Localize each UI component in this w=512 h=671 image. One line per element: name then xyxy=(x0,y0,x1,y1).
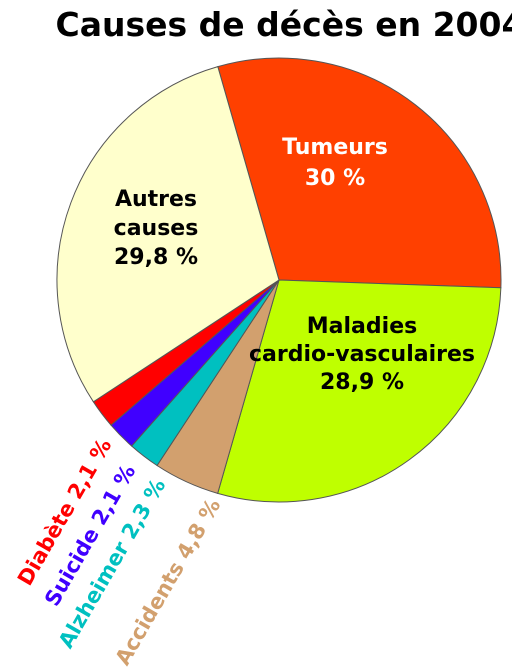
chart-title: Causes de décès en 2004 xyxy=(56,5,512,44)
pie-slice-tumeurs xyxy=(217,57,502,289)
pie-slice-autres-causes xyxy=(56,65,280,403)
pie-slice-maladies-cardio-vasculaires xyxy=(217,279,502,503)
slice-label-maladies-cardio-vasculaires: Maladies cardio-vasculaires 28,9 % xyxy=(249,314,475,395)
pie-slices xyxy=(56,57,502,503)
slice-label-autres-causes: Autres causes 29,8 % xyxy=(114,187,199,270)
slice-label-tumeurs: Tumeurs 30 % xyxy=(282,135,388,191)
